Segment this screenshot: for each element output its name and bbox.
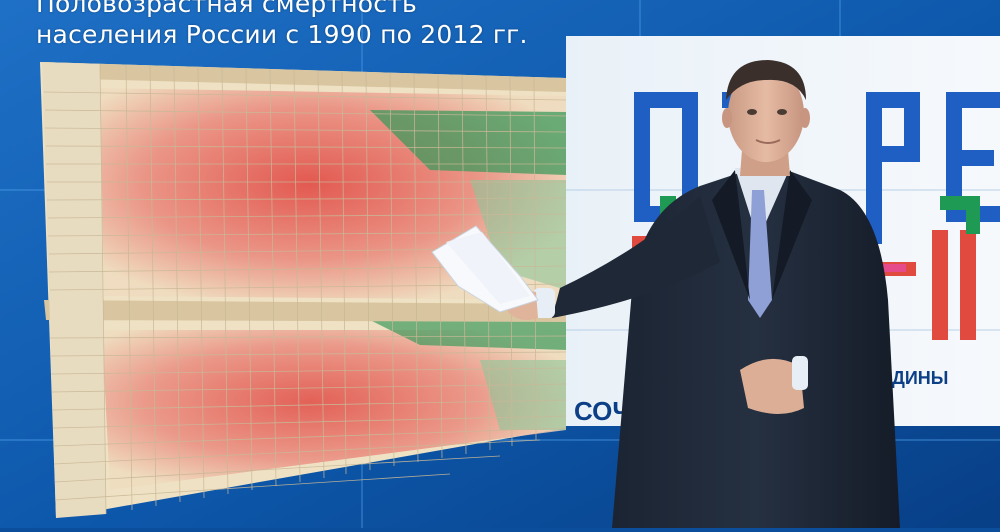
face xyxy=(728,66,804,162)
logo-letter-r xyxy=(866,92,920,244)
screen-title-line1: Половозрастная смертность xyxy=(36,0,417,18)
screen-title-line2: населения России с 1990 по 2012 гг. xyxy=(36,20,528,49)
shirt-cuff xyxy=(533,288,555,318)
screen-title: Половозрастная смертность населения Росс… xyxy=(36,0,528,50)
news-presenter xyxy=(431,60,900,528)
tie xyxy=(748,190,772,318)
right-hand xyxy=(740,358,804,414)
logo-pink-dash xyxy=(872,264,906,272)
partial-label-right: ЕДИНЫ xyxy=(880,368,948,388)
extended-arm xyxy=(552,196,720,318)
hair xyxy=(726,60,806,100)
